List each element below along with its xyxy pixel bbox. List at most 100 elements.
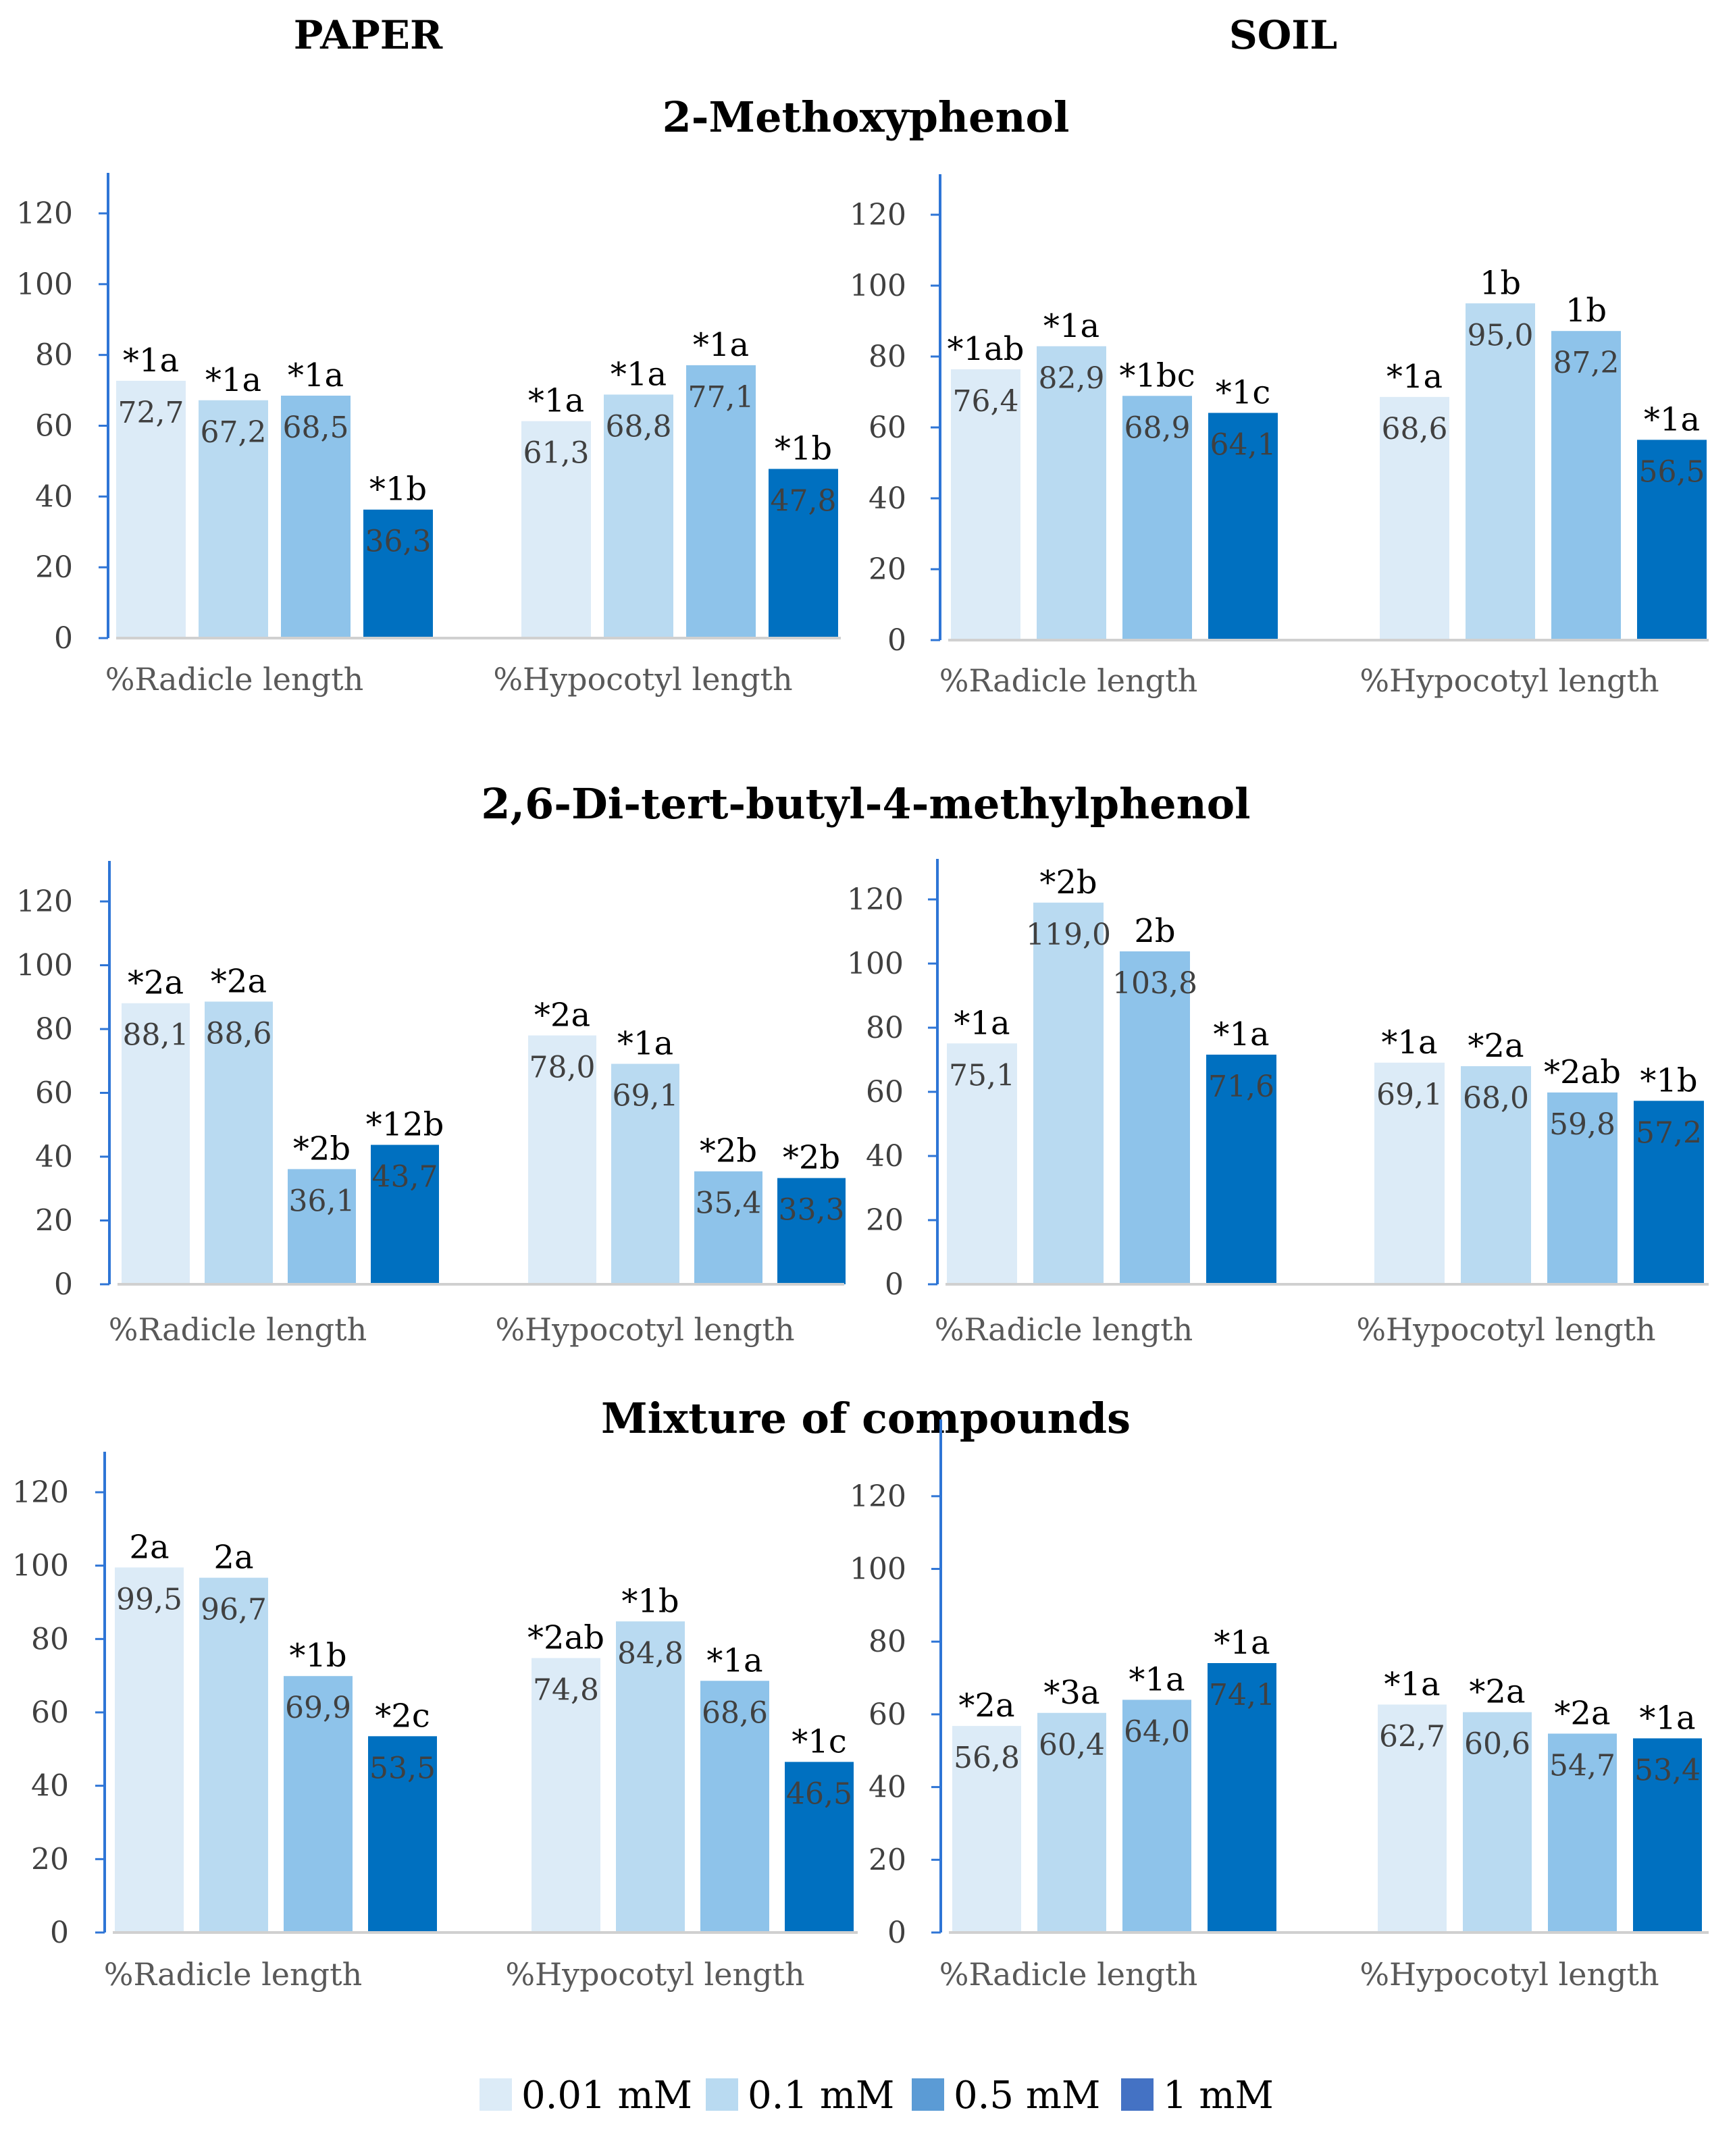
data-label: 53,5 xyxy=(369,1751,436,1785)
legend-swatch xyxy=(480,2078,512,2111)
legend-label: 0.1 mM xyxy=(748,2074,894,2118)
significance-label: *1a xyxy=(205,361,261,399)
data-label: 36,3 xyxy=(365,525,432,559)
y-tick-label: 100 xyxy=(850,1552,906,1587)
bar xyxy=(1206,1054,1276,1284)
significance-label: *1a xyxy=(1214,1624,1270,1662)
data-label: 33,3 xyxy=(779,1193,845,1228)
bar xyxy=(532,1658,600,1932)
significance-label: *2b xyxy=(1039,864,1097,901)
y-tick-label: 60 xyxy=(869,411,906,445)
significance-label: *1b xyxy=(289,1637,346,1675)
bar xyxy=(686,365,756,638)
data-label: 56,8 xyxy=(954,1741,1020,1775)
significance-label: *1a xyxy=(706,1641,762,1679)
data-label: 72,7 xyxy=(118,396,184,430)
data-label: 36,1 xyxy=(289,1184,355,1218)
data-label: 88,1 xyxy=(123,1018,189,1053)
significance-label: *1b xyxy=(369,471,427,508)
legend-swatch xyxy=(706,2078,738,2111)
significance-label: *2a xyxy=(128,964,184,1002)
bar xyxy=(1208,413,1278,640)
data-label: 62,7 xyxy=(1379,1719,1445,1754)
section-title-mixture: Mixture of compounds xyxy=(601,1394,1131,1443)
x-category-label: %Hypocotyl length xyxy=(1359,662,1659,699)
y-tick-label: 60 xyxy=(31,1695,69,1730)
y-tick-label: 0 xyxy=(887,1916,906,1950)
x-category-label: %Hypocotyl length xyxy=(505,1956,804,1993)
data-label: 64,1 xyxy=(1210,427,1276,462)
data-label: 96,7 xyxy=(201,1593,267,1627)
significance-label: *1a xyxy=(1381,1024,1437,1061)
data-label: 60,4 xyxy=(1039,1728,1105,1762)
significance-label: *1c xyxy=(1216,373,1270,411)
x-category-label: %Hypocotyl length xyxy=(495,1311,794,1348)
bar xyxy=(947,1043,1017,1284)
y-tick-label: 20 xyxy=(35,550,73,585)
data-label: 64,0 xyxy=(1124,1714,1190,1749)
y-tick-label: 120 xyxy=(12,1475,69,1510)
y-tick-label: 40 xyxy=(31,1769,69,1804)
bar xyxy=(1548,1733,1617,1932)
bar xyxy=(281,395,351,638)
data-label: 61,3 xyxy=(523,436,590,471)
chart-1: 0 20 40 60 80 100 120 72,7 *1a 67,2 *1a 68,5 *1a 36,3… xyxy=(16,173,841,698)
legend: 0.01 mM 0.1 mM 0.5 mM 1 mM xyxy=(480,2074,1274,2118)
bar xyxy=(1634,1101,1704,1284)
data-label: 59,8 xyxy=(1549,1107,1615,1142)
data-label: 46,5 xyxy=(786,1777,852,1811)
data-label: 60,6 xyxy=(1464,1727,1530,1762)
significance-label: *1a xyxy=(1639,1699,1695,1737)
data-label: 82,9 xyxy=(1039,361,1105,396)
legend-swatch xyxy=(912,2078,944,2111)
bar xyxy=(205,1001,273,1284)
significance-label: *1c xyxy=(792,1723,846,1760)
bar xyxy=(1637,440,1707,640)
y-tick-label: 120 xyxy=(850,198,906,232)
bar xyxy=(1037,1712,1106,1932)
significance-label: *3a xyxy=(1043,1674,1099,1712)
x-category-label: %Hypocotyl length xyxy=(1359,1956,1659,1993)
significance-label: *1a xyxy=(288,357,344,394)
y-tick-label: 20 xyxy=(35,1204,73,1238)
data-label: 99,5 xyxy=(116,1582,182,1616)
y-tick-label: 120 xyxy=(847,883,904,917)
data-label: 68,5 xyxy=(283,411,349,445)
bar xyxy=(1633,1738,1702,1932)
significance-label: *2a xyxy=(1554,1694,1610,1732)
significance-label: *1a xyxy=(617,1025,673,1063)
significance-label: *1a xyxy=(954,1004,1010,1042)
y-tick-label: 120 xyxy=(850,1479,906,1514)
y-tick-label: 40 xyxy=(35,1140,73,1174)
y-tick-label: 100 xyxy=(850,269,906,303)
x-category-label: %Hypocotyl length xyxy=(1356,1311,1655,1348)
significance-label: *1b xyxy=(1640,1061,1697,1099)
data-label: 67,2 xyxy=(201,415,267,450)
bar xyxy=(1120,951,1190,1284)
data-label: 68,6 xyxy=(702,1695,768,1730)
legend-label: 1 mM xyxy=(1163,2074,1274,2118)
data-label: 74,1 xyxy=(1209,1678,1275,1712)
bar xyxy=(1461,1066,1531,1284)
y-tick-label: 40 xyxy=(869,1770,906,1805)
bar xyxy=(288,1169,356,1284)
bar xyxy=(694,1171,762,1284)
legend-label: 0.01 mM xyxy=(521,2074,692,2118)
legend-swatch xyxy=(1121,2078,1154,2111)
data-label: 69,1 xyxy=(1376,1078,1443,1112)
chart-3: 0 20 40 60 80 100 120 88,1 *2a 88,6 *2a 36,1 *2b 43,7… xyxy=(16,861,846,1348)
data-label: 56,5 xyxy=(1639,454,1705,489)
y-tick-label: 40 xyxy=(869,481,906,516)
data-label: 69,1 xyxy=(613,1079,679,1113)
y-tick-label: 80 xyxy=(869,340,906,374)
significance-label: *2b xyxy=(700,1132,757,1170)
bar xyxy=(616,1621,685,1932)
bar xyxy=(199,400,268,638)
bar xyxy=(521,421,591,638)
bar xyxy=(1547,1092,1617,1284)
bar xyxy=(528,1035,596,1284)
significance-label: *1ab xyxy=(948,330,1025,368)
bar xyxy=(1037,346,1106,640)
bar xyxy=(1033,902,1104,1284)
